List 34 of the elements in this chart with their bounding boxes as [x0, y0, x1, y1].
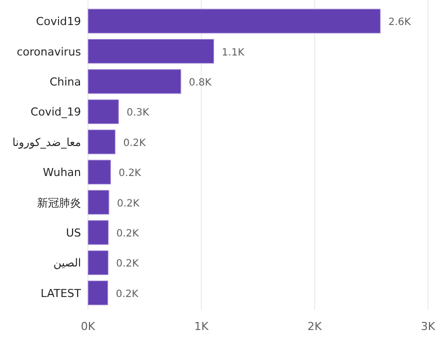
y-tick-label: US	[66, 226, 82, 240]
bar	[88, 190, 110, 215]
data-label: 0.2K	[116, 228, 140, 240]
x-tick-label: 2K	[308, 320, 323, 333]
bar	[88, 38, 214, 64]
y-tick-label: 新冠肺炎	[37, 196, 81, 210]
data-label: 0.2K	[116, 258, 140, 270]
data-label: 0.2K	[116, 288, 139, 300]
y-tick-label: China	[50, 76, 81, 88]
bar	[88, 8, 381, 34]
y-tick-label: الصين	[53, 256, 81, 270]
bar	[88, 220, 109, 245]
data-label: 0.2K	[118, 168, 142, 180]
y-tick-label: Wuhan	[42, 166, 82, 180]
bar	[88, 280, 108, 306]
x-tick-label: 0K	[80, 320, 96, 333]
y-tick-label: Covid_19	[30, 106, 81, 119]
y-tick-label: coronavirus	[16, 45, 82, 58]
data-label: 0.2K	[123, 138, 146, 149]
data-label: 0.3K	[126, 108, 150, 119]
bar	[88, 250, 108, 276]
y-tick-label: معا_ضد_كورونا	[12, 136, 82, 149]
x-tick-label: 1K	[194, 320, 210, 333]
bar	[88, 99, 119, 124]
bar	[88, 69, 182, 94]
data-label: 1.1K	[222, 47, 245, 58]
data-label: 0.2K	[116, 198, 140, 210]
bar	[88, 130, 116, 154]
y-tick-label: Covid19	[36, 15, 81, 28]
y-tick-label: LATEST	[40, 286, 82, 300]
bar	[88, 160, 111, 184]
x-tick-label: 3K	[420, 320, 436, 333]
data-label: 0.8K	[188, 78, 212, 88]
data-label: 2.6K	[388, 17, 412, 28]
